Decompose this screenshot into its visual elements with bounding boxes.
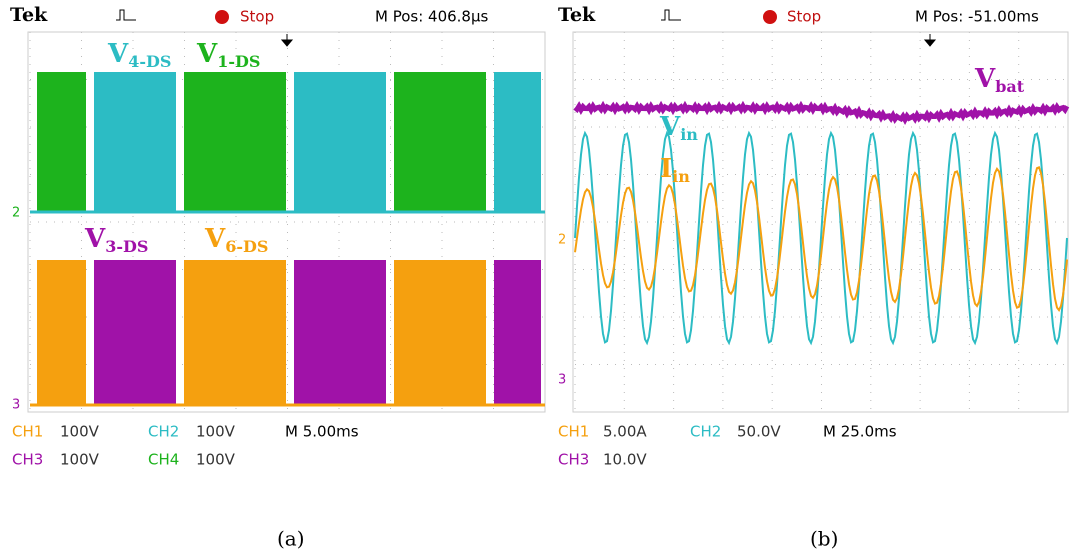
trace-block: [184, 260, 286, 405]
trigger-arrow: [282, 34, 292, 46]
trace-block: [494, 72, 541, 212]
trace-vin: [575, 133, 1067, 343]
trace-label: Vin: [659, 112, 698, 144]
run-state: Stop: [240, 8, 274, 26]
stop-indicator: [215, 10, 229, 24]
channel-marker: 3: [12, 398, 20, 413]
footer-text: 5.00A: [603, 423, 647, 441]
channel-marker: 2: [12, 206, 20, 221]
run-state: Stop: [787, 8, 821, 26]
footer-text: 10.0V: [603, 451, 647, 469]
footer-text: 100V: [196, 423, 236, 441]
label-main: V: [196, 39, 218, 69]
trigger-arrow: [925, 34, 935, 46]
caption: (b): [810, 527, 838, 551]
label-sub: 6-DS: [225, 237, 268, 256]
label-sub: bat: [995, 77, 1025, 96]
label-sub: 3-DS: [105, 237, 148, 256]
trace-label: V3-DS: [84, 224, 148, 256]
brand: Tek: [558, 4, 596, 26]
footer-text: CH3: [558, 451, 589, 469]
label-sub: in: [680, 125, 698, 144]
label-main: V: [107, 39, 129, 69]
footer-text: 100V: [60, 423, 100, 441]
footer-text: CH2: [690, 423, 721, 441]
trace-block: [184, 72, 286, 212]
label-main: V: [659, 112, 681, 142]
time-position: M Pos: 406.8µs: [375, 8, 489, 26]
trigger-icon: [116, 10, 136, 20]
trace-block: [37, 72, 86, 212]
label-main: V: [974, 64, 996, 94]
footer-text: CH1: [12, 423, 43, 441]
channel-marker: 3: [558, 373, 566, 388]
footer-text: 50.0V: [737, 423, 781, 441]
brand: Tek: [10, 4, 48, 26]
stop-indicator: [763, 10, 777, 24]
trace-block: [394, 72, 486, 212]
trace-block: [294, 72, 386, 212]
trace-label: Vbat: [974, 64, 1025, 96]
trace-label: V6-DS: [204, 224, 268, 256]
oscilloscope-figure: TekStopM Pos: 406.8µsV4-DSV1-DSV3-DSV6-D…: [0, 0, 1070, 557]
trace-block: [294, 260, 386, 405]
footer-text: 100V: [60, 451, 100, 469]
label-main: I: [660, 154, 672, 184]
trace-block: [37, 260, 86, 405]
label-sub: 4-DS: [128, 52, 171, 71]
time-position: M Pos: -51.00ms: [915, 8, 1039, 26]
label-sub: in: [672, 167, 690, 186]
trace-block: [494, 260, 541, 405]
footer-text: M 5.00ms: [285, 423, 359, 441]
footer-text: CH1: [558, 423, 589, 441]
trace-label: Iin: [660, 154, 690, 186]
trace-label: V4-DS: [107, 39, 171, 71]
trace-block: [94, 260, 176, 405]
label-main: V: [84, 224, 106, 254]
footer-text: CH4: [148, 451, 179, 469]
caption: (a): [277, 527, 305, 551]
trace-block: [94, 72, 176, 212]
footer-text: CH2: [148, 423, 179, 441]
footer-text: 100V: [196, 451, 236, 469]
trigger-icon: [661, 10, 681, 20]
footer-text: CH3: [12, 451, 43, 469]
channel-marker: 2: [558, 233, 566, 248]
label-main: V: [204, 224, 226, 254]
trace-block: [394, 260, 486, 405]
label-sub: 1-DS: [217, 52, 260, 71]
trace-label: V1-DS: [196, 39, 260, 71]
footer-text: M 25.0ms: [823, 423, 897, 441]
